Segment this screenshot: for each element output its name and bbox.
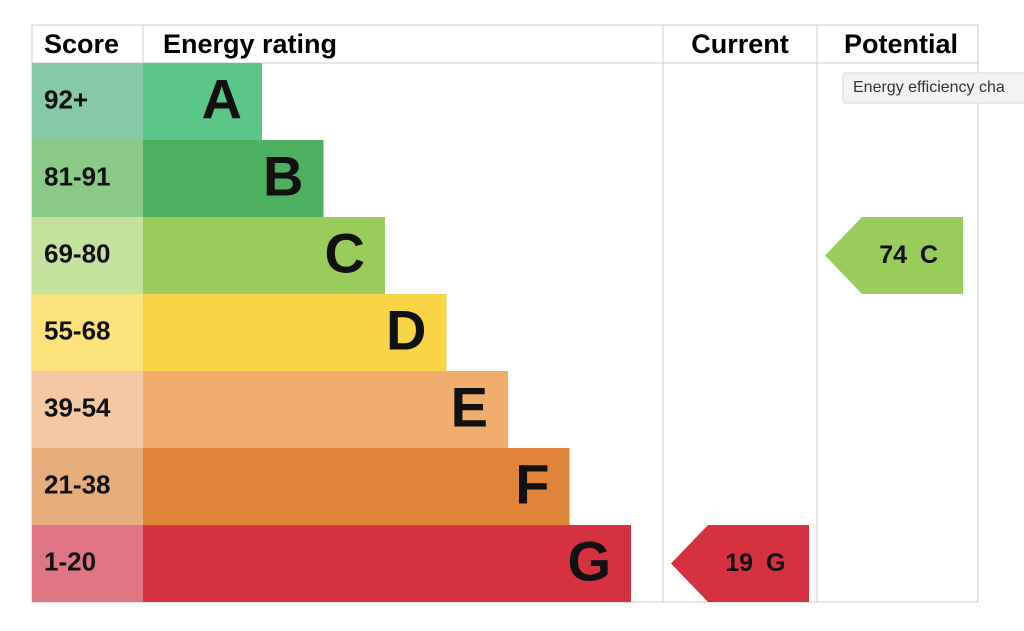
potential-letter: C bbox=[920, 241, 938, 269]
score-cell bbox=[32, 371, 143, 448]
current-letter: G bbox=[766, 549, 785, 577]
header-current: Current bbox=[691, 29, 789, 59]
score-cell bbox=[32, 140, 143, 217]
rating-bar bbox=[143, 371, 508, 448]
rating-bar bbox=[143, 448, 570, 525]
rating-bar bbox=[143, 63, 262, 140]
score-range: 21-38 bbox=[44, 469, 111, 499]
header-energy-rating: Energy rating bbox=[163, 29, 337, 59]
tooltip-text: Energy efficiency cha bbox=[853, 79, 1005, 96]
rows: 92+ A81-91 B69-80 C55-68 D39-54 E21-38 F1-20 G 1… bbox=[32, 63, 963, 602]
rating-letter: A bbox=[202, 67, 242, 130]
header-score: Score bbox=[44, 29, 119, 59]
score-range: 1-20 bbox=[44, 546, 96, 576]
score-cell bbox=[32, 294, 143, 371]
rating-bar bbox=[143, 525, 631, 602]
rating-letter: C bbox=[325, 221, 365, 284]
current-arrow bbox=[671, 525, 809, 602]
rating-letter: F bbox=[515, 452, 549, 515]
current-value: 19 bbox=[725, 549, 753, 577]
rating-bar bbox=[143, 217, 385, 294]
score-range: 55-68 bbox=[44, 315, 111, 345]
rating-letter: D bbox=[386, 298, 426, 361]
score-cell bbox=[32, 217, 143, 294]
rating-letter: G bbox=[567, 529, 611, 592]
tooltip: Energy efficiency cha bbox=[842, 72, 1024, 104]
score-range: 39-54 bbox=[44, 392, 111, 422]
rating-letter: B bbox=[263, 144, 303, 207]
score-cell bbox=[32, 63, 143, 140]
score-cell bbox=[32, 525, 143, 602]
header-potential: Potential bbox=[844, 29, 958, 59]
score-range: 69-80 bbox=[44, 238, 111, 268]
rating-bar bbox=[143, 140, 324, 217]
potential-arrow bbox=[825, 217, 963, 294]
rating-bar bbox=[143, 294, 447, 371]
score-range: 92+ bbox=[44, 84, 88, 114]
rating-letter: E bbox=[451, 375, 488, 438]
tooltip-box bbox=[842, 72, 1024, 104]
score-range: 81-91 bbox=[44, 161, 111, 191]
score-cell bbox=[32, 448, 143, 525]
potential-value: 74 bbox=[879, 241, 907, 269]
